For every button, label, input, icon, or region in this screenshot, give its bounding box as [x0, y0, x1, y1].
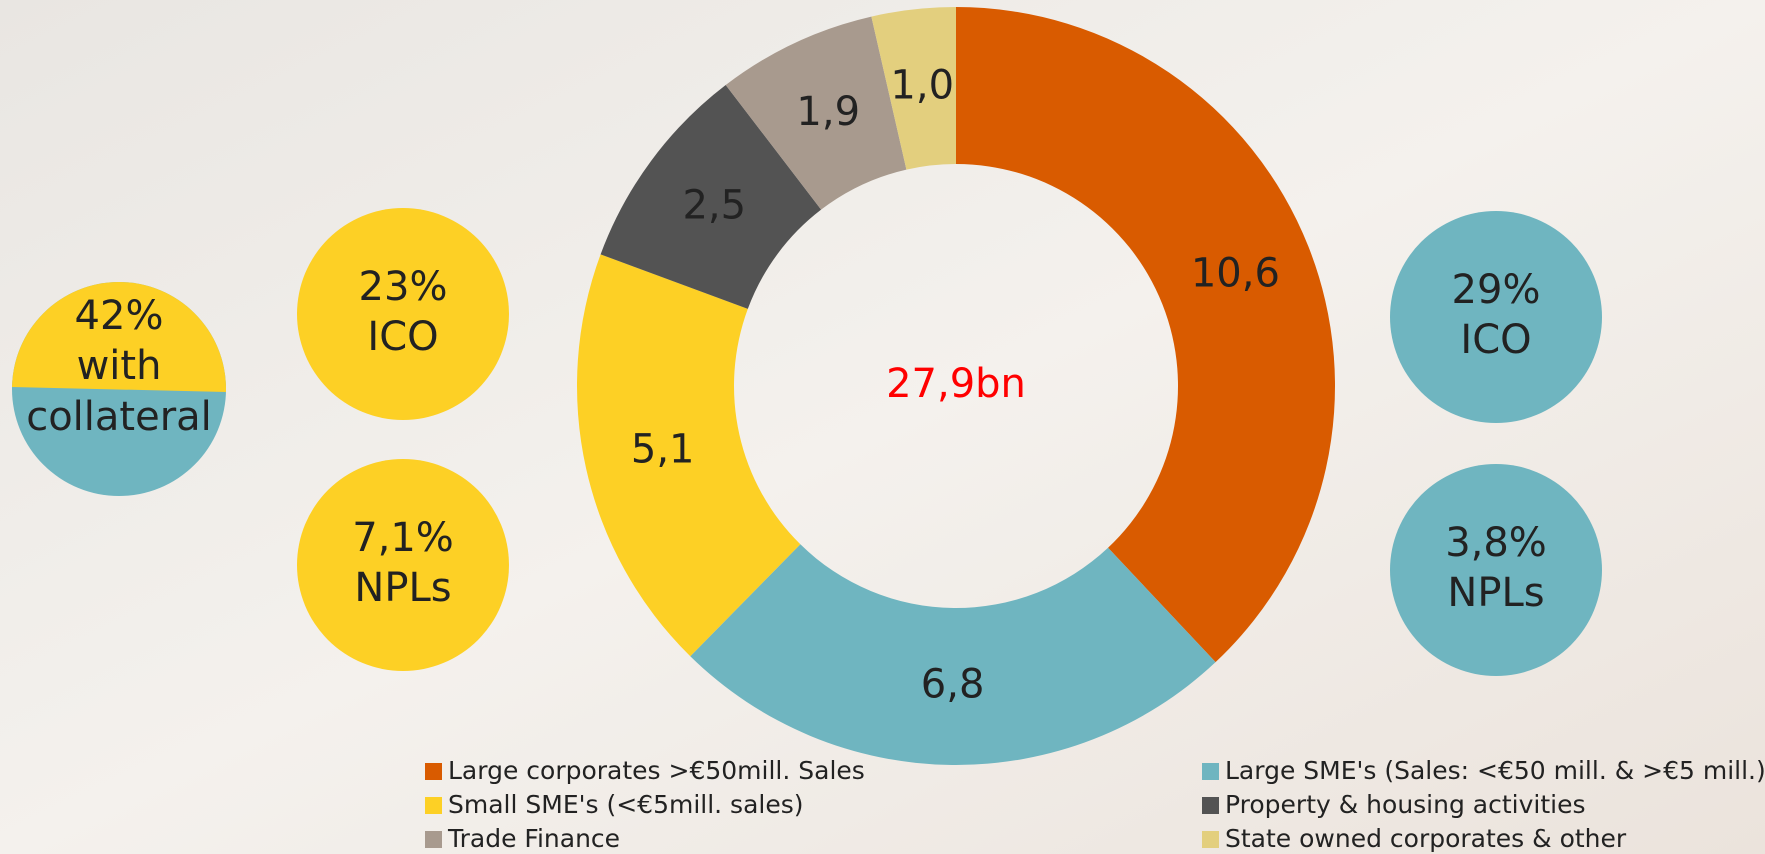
stat-text: 29%	[1452, 267, 1541, 313]
stat-bubble	[1390, 464, 1602, 676]
value-label: 6,8	[921, 661, 985, 707]
donut-slice	[871, 7, 956, 170]
value-label: 2,5	[682, 182, 746, 228]
legend-label: Large SME's (Sales: <€50 mill. & >€5 mil…	[1225, 756, 1765, 785]
legend-label: State owned corporates & other	[1225, 824, 1627, 853]
stat-text: ICO	[367, 314, 438, 360]
collateral-text: collateral	[26, 394, 212, 440]
collateral-text: with	[77, 343, 162, 389]
legend-swatch	[425, 763, 442, 780]
stat-text: 7,1%	[352, 515, 454, 561]
legend-swatch	[1202, 831, 1219, 848]
value-label: 1,0	[890, 62, 954, 108]
stat-text: NPLs	[1447, 570, 1544, 616]
legend-label: Large corporates >€50mill. Sales	[448, 756, 865, 785]
value-label: 10,6	[1191, 250, 1280, 296]
legend-swatch	[425, 831, 442, 848]
stat-bubble	[1390, 211, 1602, 423]
collateral-top	[12, 282, 226, 392]
collateral-text: 42%	[75, 293, 164, 339]
donut-slice	[577, 254, 801, 657]
donut-slice	[956, 7, 1336, 663]
stat-text: 23%	[359, 264, 448, 310]
legend-label: Small SME's (<€5mill. sales)	[448, 790, 804, 819]
collateral-circle	[12, 282, 226, 496]
stat-bubble	[297, 459, 509, 671]
donut-slice	[690, 544, 1216, 766]
center-label: 27,9bn	[886, 361, 1026, 407]
stat-bubble	[297, 208, 509, 420]
value-label: 1,9	[796, 89, 860, 135]
value-label: 5,1	[631, 426, 695, 472]
legend-swatch	[1202, 763, 1219, 780]
legend-label: Property & housing activities	[1225, 790, 1586, 819]
legend-label: Trade Finance	[447, 824, 620, 853]
stat-text: NPLs	[354, 565, 451, 611]
legend-swatch	[1202, 797, 1219, 814]
stat-text: ICO	[1460, 317, 1531, 363]
donut-slice	[725, 16, 907, 210]
legend-swatch	[425, 797, 442, 814]
stat-text: 3,8%	[1445, 520, 1547, 566]
donut-slice	[600, 84, 822, 309]
